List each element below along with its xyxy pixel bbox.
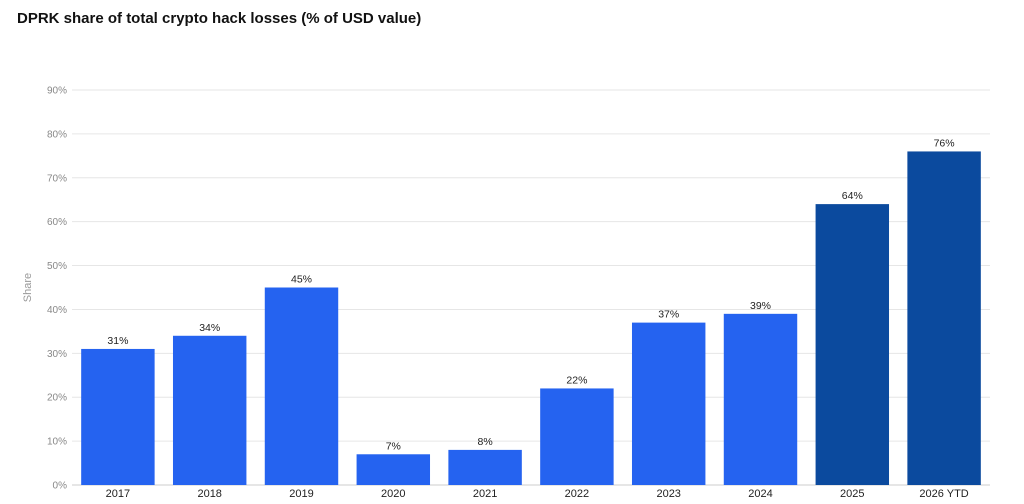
- y-axis-ticks: 0% 10% 20% 30% 40% 50% 60% 70% 80% 90%: [47, 86, 67, 492]
- y-tick-label: 10%: [47, 437, 67, 448]
- x-axis-ticks: 2017 2018 2019 2020 2021 2022 2023 2024 2025 2026…: [106, 488, 969, 500]
- data-label: 22%: [566, 374, 587, 386]
- x-tick-label: 2017: [106, 488, 130, 500]
- x-tick-label: 2019: [289, 488, 313, 500]
- x-tick-label: 2026 YTD: [919, 488, 968, 500]
- data-label: 31%: [107, 335, 128, 347]
- data-label: 37%: [658, 309, 679, 321]
- y-tick-label: 80%: [47, 129, 67, 140]
- bars: [81, 151, 981, 485]
- bar-2019: [264, 287, 339, 485]
- y-tick-label: 70%: [47, 173, 67, 184]
- bar-2017: [81, 348, 155, 485]
- data-label: 76%: [934, 137, 955, 149]
- bar-2024: [723, 313, 798, 485]
- y-tick-label: 40%: [47, 305, 67, 316]
- data-label: 39%: [750, 300, 771, 312]
- x-tick-label: 2025: [840, 488, 864, 500]
- x-tick-label: 2023: [656, 488, 680, 500]
- y-tick-label: 30%: [47, 349, 67, 360]
- x-tick-label: 2020: [381, 488, 405, 500]
- y-tick-label: 20%: [47, 393, 67, 404]
- data-label: 8%: [478, 436, 493, 448]
- x-tick-label: 2024: [748, 488, 772, 500]
- data-label: 34%: [199, 322, 220, 334]
- x-tick-label: 2022: [565, 488, 589, 500]
- data-label: 7%: [386, 440, 401, 452]
- bar-2025: [815, 204, 890, 485]
- data-label: 45%: [291, 274, 312, 286]
- y-tick-label: 0%: [53, 481, 68, 492]
- chart-title: DPRK share of total crypto hack losses (…: [17, 10, 422, 27]
- y-axis-title: Share: [22, 273, 34, 302]
- x-tick-label: 2021: [473, 488, 497, 500]
- bar-2020: [356, 454, 431, 485]
- y-tick-label: 90%: [47, 86, 67, 97]
- bar-2018: [172, 335, 247, 485]
- data-label: 64%: [842, 190, 863, 202]
- bar-2026-ytd: [907, 151, 981, 485]
- x-tick-label: 2018: [197, 488, 221, 500]
- bar-2023: [631, 322, 706, 485]
- bar-2021: [448, 449, 522, 485]
- bar-2022: [540, 388, 614, 485]
- data-labels: 31% 34% 45% 7% 8% 22% 37% 39% 64% 76%: [107, 137, 954, 452]
- y-tick-label: 60%: [47, 217, 67, 228]
- y-tick-label: 50%: [47, 261, 67, 272]
